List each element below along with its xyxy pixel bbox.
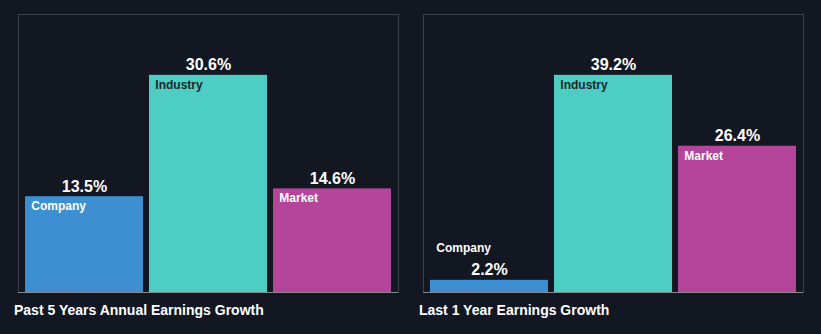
svg-text:30.6%: 30.6% xyxy=(186,56,231,73)
svg-text:14.6%: 14.6% xyxy=(310,170,355,187)
svg-text:26.4%: 26.4% xyxy=(715,127,760,144)
svg-text:Industry: Industry xyxy=(560,78,608,92)
svg-text:Company: Company xyxy=(31,199,86,213)
html-text:Past 5 Years Annual Earnings G: Past 5 Years Annual Earnings Growth xyxy=(14,302,264,318)
svg-text:Market: Market xyxy=(684,149,723,163)
svg-text:13.5%: 13.5% xyxy=(62,178,107,195)
svg-text:Market: Market xyxy=(279,191,318,205)
svg-text:Industry: Industry xyxy=(155,78,203,92)
svg-text:39.2%: 39.2% xyxy=(591,56,636,73)
svg-text:Company: Company xyxy=(436,241,491,255)
html-text:Last 1 Year Earnings Growth: Last 1 Year Earnings Growth xyxy=(419,302,610,318)
svg-text:2.2%: 2.2% xyxy=(471,261,507,278)
